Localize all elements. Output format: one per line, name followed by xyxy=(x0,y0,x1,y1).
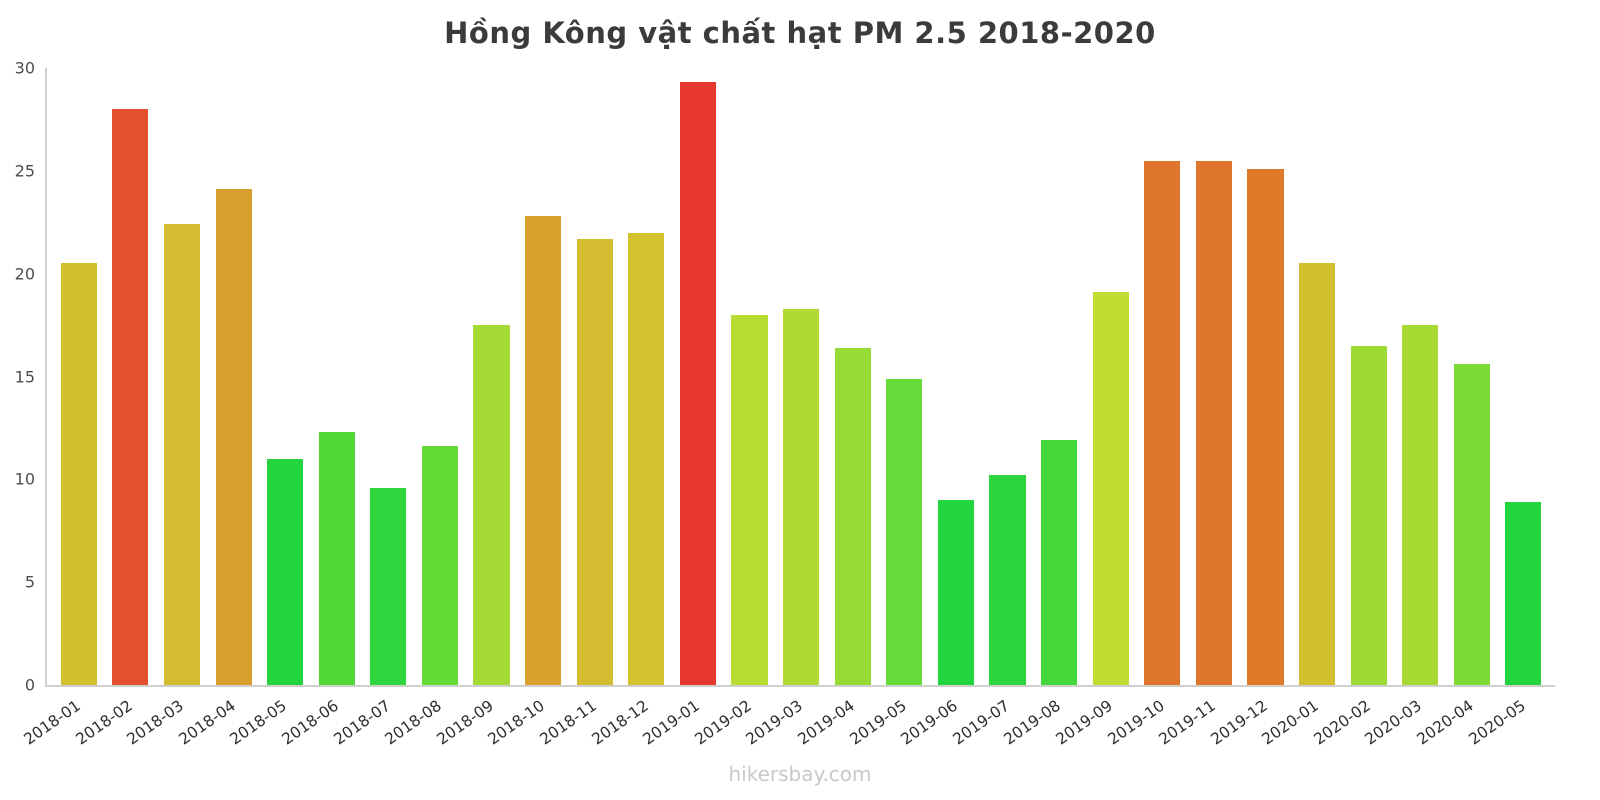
bar-2018-02 xyxy=(112,109,149,685)
x-axis-label: 2019-04 xyxy=(794,696,858,749)
bar-slot: 2019-10 xyxy=(1104,68,1188,749)
x-axis-label: 2018-09 xyxy=(433,696,497,749)
bar-2019-12 xyxy=(1247,168,1284,685)
plot-area: 0 5 10 15 20 25 30 2018-01 2018-02 2018-03 2018-0… xyxy=(15,59,1555,749)
x-axis-label: 2018-08 xyxy=(381,696,446,749)
bar-2018-04 xyxy=(215,189,252,685)
bar-2019-10 xyxy=(1144,160,1181,685)
x-axis-label: 2019-11 xyxy=(1155,696,1220,749)
bar-2019-05 xyxy=(886,378,923,685)
bar-slot: 2018-07 xyxy=(330,68,415,749)
x-axis-label: 2018-10 xyxy=(484,696,549,749)
bar-2018-08 xyxy=(421,446,458,685)
bar-slot: 2019-08 xyxy=(1001,68,1085,749)
bar-slot: 2018-11 xyxy=(537,68,621,749)
bar-2018-05 xyxy=(267,458,304,685)
x-axis-label: 2018-05 xyxy=(226,696,291,749)
bar-slot: 2020-04 xyxy=(1414,68,1498,749)
x-axis-label: 2019-09 xyxy=(1052,696,1116,749)
y-axis-tick-label: 0 xyxy=(24,675,35,695)
x-axis-label: 2018-04 xyxy=(175,696,239,749)
bar-2018-06 xyxy=(318,432,355,685)
y-axis-tick-label: 30 xyxy=(14,58,35,78)
bar-slot: 2018-03 xyxy=(124,68,208,749)
bar-2019-07 xyxy=(989,475,1026,685)
bar-slot: 2019-05 xyxy=(846,68,931,749)
bar-slot: 2019-09 xyxy=(1052,68,1137,749)
x-axis-label: 2019-03 xyxy=(742,696,807,749)
x-axis-label: 2019-01 xyxy=(639,696,704,749)
x-axis-label: 2020-03 xyxy=(1362,696,1426,749)
x-axis-label: 2019-10 xyxy=(1104,696,1168,749)
bar-slot: 2019-07 xyxy=(949,68,1034,749)
bar-2019-03 xyxy=(783,308,820,685)
bar-slot: 2018-05 xyxy=(227,68,311,749)
bar-slot: 2020-01 xyxy=(1259,68,1343,749)
bar-slot: 2019-03 xyxy=(743,68,827,749)
bar-2018-03 xyxy=(163,224,201,685)
bar-slot: 2019-02 xyxy=(691,68,776,749)
y-axis-tick-label: 10 xyxy=(14,469,35,489)
bar-slot: 2020-02 xyxy=(1310,68,1395,749)
y-axis-tick-label: 20 xyxy=(14,264,35,284)
bar-2019-04 xyxy=(834,347,871,685)
bar-slot: 2018-09 xyxy=(433,68,518,749)
x-axis-label: 2018-11 xyxy=(536,696,600,749)
x-axis-label: 2019-08 xyxy=(1000,696,1065,749)
x-axis-label: 2018-07 xyxy=(330,696,394,749)
watermark-text: hikersbay.com xyxy=(728,762,872,786)
bar-slot: 2018-01 xyxy=(21,68,105,749)
bar-slot: 2019-06 xyxy=(898,68,982,749)
bar-2018-07 xyxy=(370,487,407,685)
bar-2019-02 xyxy=(731,314,768,685)
bar-2020-05 xyxy=(1505,501,1542,685)
bar-2020-04 xyxy=(1453,364,1490,685)
bar-2018-01 xyxy=(60,263,97,685)
bar-2019-11 xyxy=(1195,160,1232,685)
bar-slot: 2019-04 xyxy=(794,68,879,749)
bar-slot: 2018-04 xyxy=(175,68,260,749)
bar-slot: 2019-12 xyxy=(1207,68,1292,749)
bar-2019-06 xyxy=(937,499,974,685)
bar-slot: 2018-12 xyxy=(588,68,673,749)
x-axis-label: 2018-01 xyxy=(20,696,84,749)
x-axis-label: 2019-12 xyxy=(1207,696,1271,749)
x-axis-label: 2020-02 xyxy=(1310,696,1374,749)
x-axis-label: 2020-04 xyxy=(1413,696,1477,749)
x-axis-label: 2018-03 xyxy=(123,696,188,749)
x-axis-label: 2018-02 xyxy=(72,696,136,749)
x-axis-label: 2018-12 xyxy=(588,696,652,749)
bar-2018-12 xyxy=(628,232,665,685)
bar-slot: 2018-06 xyxy=(279,68,363,749)
x-axis-label: 2020-01 xyxy=(1258,696,1323,749)
bar-2020-01 xyxy=(1298,263,1336,685)
x-axis-label: 2018-06 xyxy=(278,696,342,749)
bar-2019-01 xyxy=(679,82,716,685)
bars-container: 2018-01 2018-02 2018-03 2018-04 2018-05 2018-… xyxy=(21,68,1555,749)
bar-slot: 2019-11 xyxy=(1156,68,1240,749)
bar-2020-03 xyxy=(1402,325,1439,685)
bar-2019-09 xyxy=(1092,292,1129,685)
bar-slot: 2018-08 xyxy=(382,68,466,749)
bar-2019-08 xyxy=(1041,440,1078,685)
bar-slot: 2018-10 xyxy=(485,68,569,749)
bar-2018-11 xyxy=(576,238,613,685)
y-axis-tick-label: 5 xyxy=(24,572,35,592)
bar-2020-02 xyxy=(1350,345,1387,685)
x-axis-label: 2019-07 xyxy=(949,696,1013,749)
chart-title: Hồng Kông vật chất hạt PM 2.5 2018-2020 xyxy=(444,16,1156,50)
y-axis-tick-label: 25 xyxy=(14,161,35,181)
x-axis-label: 2019-05 xyxy=(846,696,910,749)
bar-slot: 2019-01 xyxy=(640,68,724,749)
bar-slot: 2018-02 xyxy=(72,68,157,749)
bar-slot: 2020-05 xyxy=(1465,68,1550,749)
bar-slot: 2020-03 xyxy=(1362,68,1446,749)
bar-2018-10 xyxy=(525,216,562,685)
x-axis-label: 2019-06 xyxy=(897,696,962,749)
x-axis-label: 2019-02 xyxy=(691,696,755,749)
bar-2018-09 xyxy=(473,325,510,685)
y-axis-tick-label: 15 xyxy=(14,367,35,386)
x-axis-label: 2020-05 xyxy=(1465,696,1529,749)
